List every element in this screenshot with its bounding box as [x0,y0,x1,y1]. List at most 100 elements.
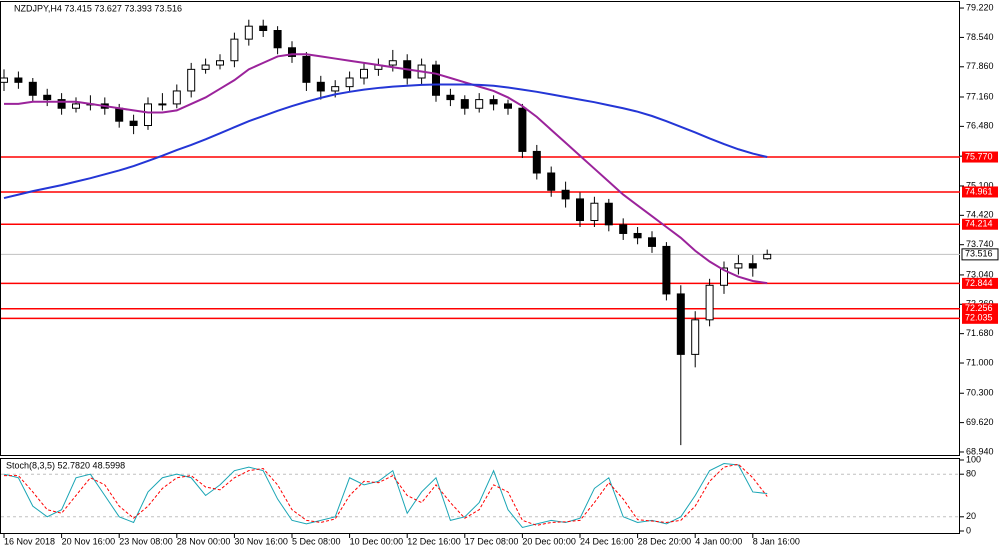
stoch-line [4,463,768,526]
y-tick-label: 100 [966,454,981,464]
x-tick-label: 8 Jan 16:00 [753,536,800,546]
x-tick-label: 24 Dec 16:00 [580,536,634,546]
x-tick-label: 23 Nov 08:00 [119,536,173,546]
level-label-bg [962,303,998,315]
level-label: 72.035 [965,313,993,323]
last-price-label-bg [961,248,999,261]
y-tick-label: 71.000 [966,357,994,367]
candle-body [57,99,66,109]
candle-body [230,38,239,62]
candle-body [504,103,512,109]
y-tick-label: 77.860 [966,61,994,71]
level-label: 75.770 [965,151,993,161]
candle-body [302,55,311,83]
last-price-label: 73.516 [965,249,993,259]
candle-body [432,64,440,96]
level-label-bg [962,151,998,163]
y-tick-label: 0 [966,525,971,535]
y-tick-label: 78.540 [966,32,994,42]
candle-body [288,47,296,57]
candle-body [115,107,124,122]
level-label: 74.214 [965,219,993,229]
y-tick-label: 77.160 [966,91,994,101]
candle-body [475,99,484,109]
y-tick-label: 73.040 [966,269,994,279]
candle-body [388,60,397,66]
candle-body [28,81,37,96]
y-tick-label: 68.940 [966,446,994,456]
candle-body [561,189,570,200]
candle-body [720,267,728,286]
x-tick-label: 5 Dec 08:00 [292,536,341,546]
moving-average [3,83,768,200]
candle-body [547,172,556,191]
indicator-title: Stoch(8,3,5) 52.7820 48.5998 [6,460,125,470]
candle-body [360,68,368,79]
x-tick-label: 4 Jan 00:00 [695,536,742,546]
candle-body [144,103,152,127]
y-tick-label: 73.740 [966,239,994,249]
x-tick-label: 20 Nov 16:00 [62,536,116,546]
candle-body [316,81,325,92]
y-tick-label: 20 [966,511,976,521]
price-pane [0,1,960,456]
candle-body [345,77,354,88]
x-tick-label: 28 Nov 00:00 [177,536,231,546]
y-tick-label: 80 [966,469,976,479]
candle-body [763,253,772,260]
candle-body [0,77,8,83]
level-label-bg [962,218,998,230]
candle-body [748,263,757,269]
candle-body [14,77,23,83]
level-label-bg [962,186,998,198]
level-label: 72.844 [965,278,993,288]
candle-body [158,103,167,106]
candle-body [244,25,253,40]
x-tick-label: 20 Dec 00:00 [522,536,576,546]
candle-body [705,284,714,321]
candle-body [43,94,52,101]
y-tick-label: 76.480 [966,121,994,131]
candle-body [576,198,584,222]
candle-body [633,232,642,239]
candle-body [129,120,138,127]
stoch-line [3,463,768,529]
candle-body [590,202,599,222]
stoch-pane [0,458,960,534]
level-label-bg [962,312,998,324]
y-tick-label: 70.300 [966,388,994,398]
x-tick-label: 10 Dec 00:00 [350,536,404,546]
candle-body [460,99,469,109]
candle-body [604,202,613,226]
candle-body [619,224,628,234]
candle-body [662,245,671,295]
level-label-bg [962,277,998,289]
candle-body [518,107,527,152]
candle-body [216,60,224,66]
x-tick-label: 30 Nov 16:00 [234,536,288,546]
candle-body [676,293,685,355]
candle-body [446,94,455,101]
candle-body [72,103,80,109]
candle-body [187,68,196,92]
y-tick-label: 79.220 [966,2,994,12]
candle-body [489,99,498,105]
candle-body [201,64,210,70]
chart-title: NZDJPY,H4 73.415 73.627 73.393 73.516 [14,3,182,13]
candle-body [331,86,340,92]
candle-body [259,25,268,32]
candle-body [648,237,656,247]
x-tick-label: 16 Nov 2018 [4,536,55,546]
x-tick-label: 17 Dec 08:00 [465,536,519,546]
y-tick-label: 71.680 [966,328,994,338]
level-label: 72.256 [965,303,993,313]
moving-average [4,53,768,285]
y-tick-label: 69.620 [966,417,994,427]
level-label: 74.961 [965,186,993,196]
candle-body [172,90,181,105]
candle-body [273,30,282,49]
candle-body [691,319,700,355]
y-tick-label: 75.100 [966,180,994,190]
x-tick-label: 12 Dec 16:00 [407,536,461,546]
